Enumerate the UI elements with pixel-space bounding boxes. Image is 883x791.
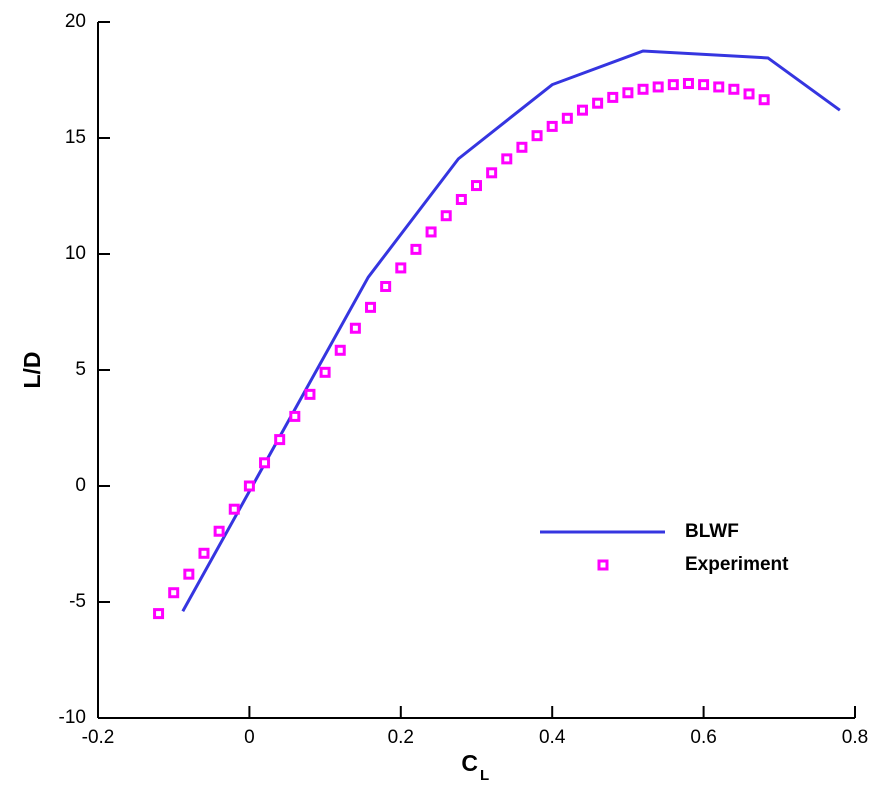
marker (743, 88, 755, 100)
x-tick-label: -0.2 (82, 727, 115, 748)
y-tick-label: 10 (65, 243, 86, 264)
x-tick-label: 0.2 (388, 727, 414, 748)
y-axis-label: L/D (19, 351, 45, 388)
marker (682, 77, 694, 89)
x-tick-label: 0.4 (539, 727, 566, 748)
x-axis-label-sub: L (480, 767, 489, 784)
marker (395, 262, 407, 274)
marker (455, 193, 467, 205)
marker (576, 104, 588, 116)
marker (334, 344, 346, 356)
marker (501, 153, 513, 165)
y-tick-label: 15 (65, 127, 86, 148)
marker (319, 366, 331, 378)
legend-label: Experiment (685, 554, 789, 575)
x-axis-label: C (461, 750, 478, 776)
marker (713, 81, 725, 93)
marker (183, 568, 195, 580)
marker (168, 587, 180, 599)
marker (622, 87, 634, 99)
marker (213, 525, 225, 537)
y-tick-label: 20 (65, 11, 86, 32)
y-tick-label: 5 (75, 359, 86, 380)
marker (259, 457, 271, 469)
legend-label: BLWF (685, 521, 739, 542)
y-tick-label: -5 (69, 591, 86, 612)
marker (592, 97, 604, 109)
legend-marker (597, 559, 609, 571)
marker (365, 301, 377, 313)
series-line (181, 49, 841, 613)
marker (289, 410, 301, 422)
marker (440, 210, 452, 222)
x-tick-label: 0 (244, 727, 255, 748)
marker (380, 280, 392, 292)
marker (274, 434, 286, 446)
marker (728, 83, 740, 95)
marker (667, 79, 679, 91)
marker (561, 112, 573, 124)
marker (637, 83, 649, 95)
marker (486, 167, 498, 179)
marker (198, 547, 210, 559)
marker (304, 388, 316, 400)
marker (516, 141, 528, 153)
x-tick-label: 0.6 (690, 727, 716, 748)
marker (471, 180, 482, 192)
marker (243, 480, 255, 492)
marker (410, 243, 422, 255)
marker (546, 120, 558, 132)
marker (698, 79, 710, 91)
marker (652, 81, 664, 93)
marker (425, 226, 437, 238)
marker (228, 503, 240, 515)
x-tick-label: 0.8 (842, 727, 868, 748)
marker (153, 608, 165, 620)
marker (607, 91, 619, 103)
marker (758, 94, 770, 106)
marker (349, 322, 361, 334)
y-tick-label: -10 (59, 707, 86, 728)
y-tick-label: 0 (75, 475, 86, 496)
marker (531, 130, 543, 142)
